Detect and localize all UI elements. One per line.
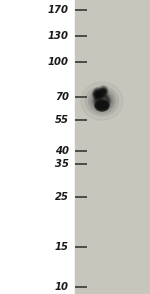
Ellipse shape: [99, 86, 108, 97]
Ellipse shape: [102, 90, 105, 93]
Ellipse shape: [95, 100, 109, 111]
Ellipse shape: [97, 102, 107, 109]
Text: 170: 170: [48, 5, 69, 15]
Text: 10: 10: [55, 282, 69, 292]
Text: 25: 25: [55, 192, 69, 202]
Bar: [75, 0, 150, 294]
Ellipse shape: [93, 88, 104, 100]
Ellipse shape: [101, 89, 106, 94]
Ellipse shape: [98, 103, 106, 108]
Ellipse shape: [96, 92, 100, 96]
Ellipse shape: [91, 91, 113, 111]
Ellipse shape: [88, 88, 116, 113]
Ellipse shape: [93, 93, 111, 110]
Ellipse shape: [96, 95, 108, 107]
Text: 70: 70: [55, 92, 69, 102]
Text: 100: 100: [48, 57, 69, 67]
Text: 55: 55: [55, 115, 69, 125]
Ellipse shape: [100, 88, 107, 95]
Ellipse shape: [94, 90, 103, 98]
Ellipse shape: [85, 86, 118, 116]
Text: 130: 130: [48, 31, 69, 41]
Text: 40: 40: [55, 146, 69, 156]
Ellipse shape: [96, 101, 108, 110]
Text: 35: 35: [55, 159, 69, 169]
Ellipse shape: [94, 94, 110, 108]
Text: 15: 15: [55, 242, 69, 252]
Ellipse shape: [95, 91, 101, 97]
Bar: [0, 0, 75, 294]
Ellipse shape: [81, 82, 123, 120]
